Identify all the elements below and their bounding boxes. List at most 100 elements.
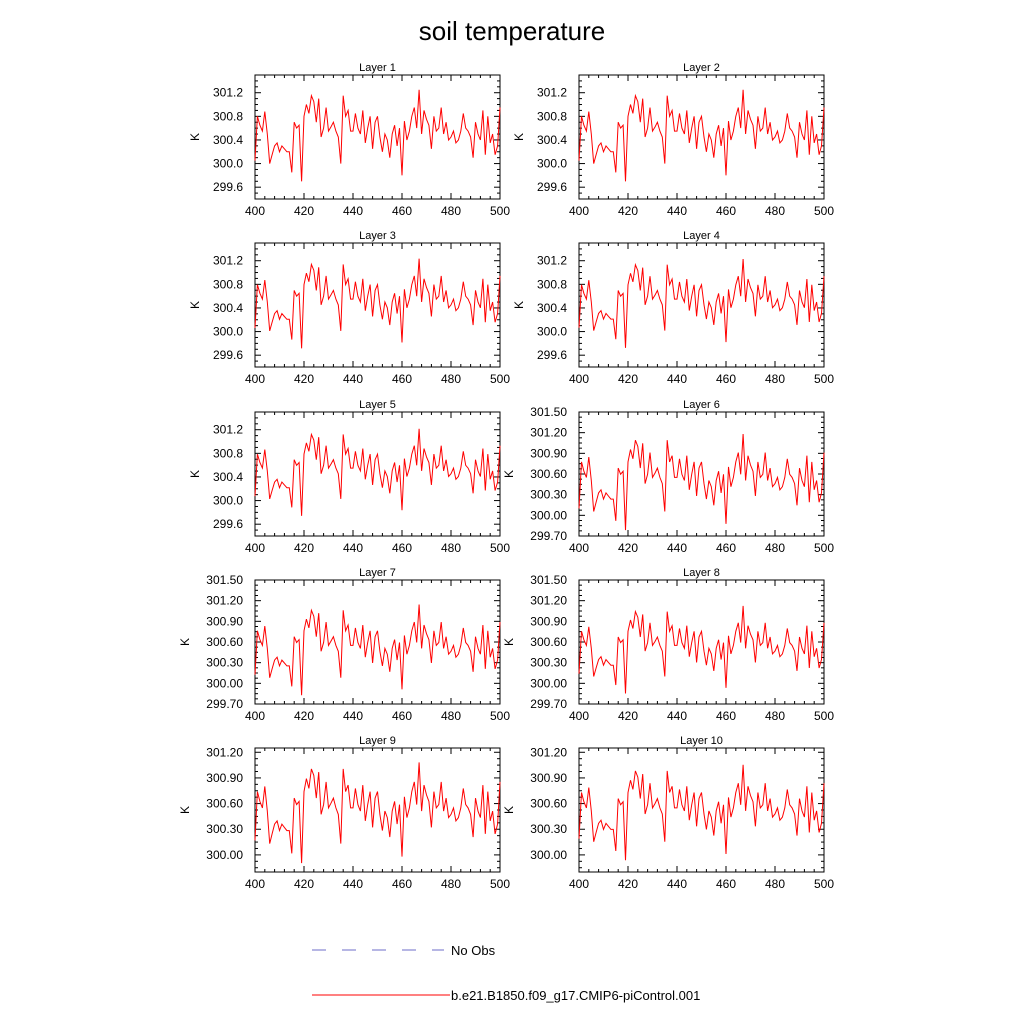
y-tick-label: 299.6 — [537, 180, 567, 194]
y-axis-label: K — [178, 806, 192, 814]
y-tick-label: 300.00 — [530, 848, 567, 862]
x-tick-label: 480 — [765, 372, 785, 386]
y-tick-label: 301.20 — [206, 594, 243, 608]
panel-title: Layer 10 — [680, 735, 723, 747]
x-tick-label: 400 — [245, 204, 265, 218]
y-tick-label: 300.60 — [206, 797, 243, 811]
y-tick-label: 300.00 — [530, 676, 567, 690]
x-tick-label: 460 — [392, 541, 412, 555]
y-axis-label: K — [188, 470, 202, 478]
x-tick-label: 400 — [245, 372, 265, 386]
y-tick-label: 301.2 — [213, 86, 243, 100]
x-tick-label: 400 — [245, 709, 265, 723]
panel-title: Layer 1 — [359, 62, 396, 74]
y-tick-label: 300.60 — [530, 797, 567, 811]
panel-layer-10: Layer 10 K 400 420 440 460 480 500 300.00 300.30 3… — [502, 735, 834, 891]
chart-title: soil temperature — [419, 16, 605, 46]
y-tick-label: 301.2 — [213, 423, 243, 437]
x-tick-label: 440 — [343, 372, 363, 386]
x-tick-label: 440 — [667, 372, 687, 386]
y-tick-label: 300.90 — [206, 614, 243, 628]
y-tick-label: 300.60 — [530, 635, 567, 649]
x-tick-label: 500 — [490, 372, 510, 386]
y-axis-label: K — [188, 133, 202, 141]
x-tick-label: 500 — [814, 709, 834, 723]
panel-layer-3: Layer 3 K 400 420 440 460 480 500 299.6 300.0 300.… — [188, 230, 510, 386]
x-tick-label: 460 — [392, 372, 412, 386]
x-tick-label: 500 — [814, 877, 834, 891]
y-tick-label: 300.0 — [537, 157, 567, 171]
plot-frame — [254, 74, 501, 200]
x-tick-label: 420 — [618, 541, 638, 555]
plot-frame — [578, 242, 825, 368]
x-tick-label: 480 — [441, 877, 461, 891]
y-tick-label: 301.50 — [530, 573, 567, 587]
x-tick-label: 400 — [569, 541, 589, 555]
panel-layer-8: Layer 8 K 400 420 440 460 480 500 299.70 300.00 30… — [502, 567, 834, 723]
x-tick-label: 460 — [716, 541, 736, 555]
x-tick-label: 460 — [392, 709, 412, 723]
x-tick-label: 500 — [490, 541, 510, 555]
x-tick-label: 440 — [343, 541, 363, 555]
legend-no-obs-label: No Obs — [451, 943, 496, 958]
x-tick-label: 480 — [765, 204, 785, 218]
y-tick-label: 301.50 — [530, 405, 567, 419]
plot-frame — [578, 579, 825, 705]
y-tick-label: 300.0 — [213, 494, 243, 508]
x-tick-label: 440 — [667, 204, 687, 218]
x-tick-label: 440 — [343, 709, 363, 723]
panel-title: Layer 6 — [683, 399, 720, 411]
y-tick-label: 299.6 — [213, 180, 243, 194]
x-tick-label: 420 — [618, 204, 638, 218]
y-axis-label: K — [502, 638, 516, 646]
x-tick-label: 480 — [441, 541, 461, 555]
series-line-piControl — [578, 258, 825, 348]
series-line-piControl — [578, 89, 825, 182]
series-line-piControl — [254, 604, 501, 696]
y-tick-label: 299.70 — [206, 697, 243, 711]
plot-frame — [254, 411, 501, 537]
x-tick-label: 460 — [716, 372, 736, 386]
panel-layer-2: Layer 2 K 400 420 440 460 480 500 299.6 300.0 300.… — [512, 62, 834, 218]
y-tick-label: 301.20 — [530, 745, 567, 759]
y-tick-label: 299.70 — [530, 529, 567, 543]
panel-title: Layer 7 — [359, 567, 396, 579]
y-tick-label: 300.8 — [213, 109, 243, 123]
x-tick-label: 420 — [294, 204, 314, 218]
plot-frame — [578, 747, 825, 873]
y-tick-label: 300.00 — [206, 848, 243, 862]
x-tick-label: 500 — [490, 709, 510, 723]
y-tick-label: 300.90 — [206, 771, 243, 785]
plot-frame — [254, 242, 501, 368]
x-tick-label: 420 — [294, 372, 314, 386]
x-tick-label: 500 — [814, 541, 834, 555]
y-tick-label: 300.60 — [530, 467, 567, 481]
x-tick-label: 460 — [716, 709, 736, 723]
series-line-piControl — [254, 258, 501, 349]
y-tick-label: 300.0 — [213, 157, 243, 171]
x-tick-label: 460 — [716, 877, 736, 891]
panel-title: Layer 4 — [683, 230, 720, 242]
panel-layer-5: Layer 5 K 400 420 440 460 480 500 299.6 300.0 300.… — [188, 399, 510, 555]
y-tick-label: 301.20 — [530, 594, 567, 608]
series-line-piControl — [578, 764, 825, 861]
y-tick-label: 300.00 — [206, 676, 243, 690]
y-tick-label: 300.4 — [213, 470, 243, 484]
series-line-piControl — [254, 762, 501, 864]
x-tick-label: 500 — [490, 204, 510, 218]
y-tick-label: 300.8 — [537, 277, 567, 291]
y-tick-label: 301.50 — [206, 573, 243, 587]
x-tick-label: 400 — [245, 877, 265, 891]
y-tick-label: 300.4 — [537, 133, 567, 147]
y-tick-label: 300.30 — [206, 822, 243, 836]
x-tick-label: 400 — [569, 372, 589, 386]
series-line-piControl — [254, 89, 501, 182]
y-tick-label: 301.2 — [537, 86, 567, 100]
x-tick-label: 460 — [716, 204, 736, 218]
x-tick-label: 500 — [490, 877, 510, 891]
x-tick-label: 400 — [245, 541, 265, 555]
x-tick-label: 500 — [814, 372, 834, 386]
y-tick-label: 300.0 — [537, 325, 567, 339]
x-tick-label: 440 — [343, 204, 363, 218]
panel-title: Layer 2 — [683, 62, 720, 74]
